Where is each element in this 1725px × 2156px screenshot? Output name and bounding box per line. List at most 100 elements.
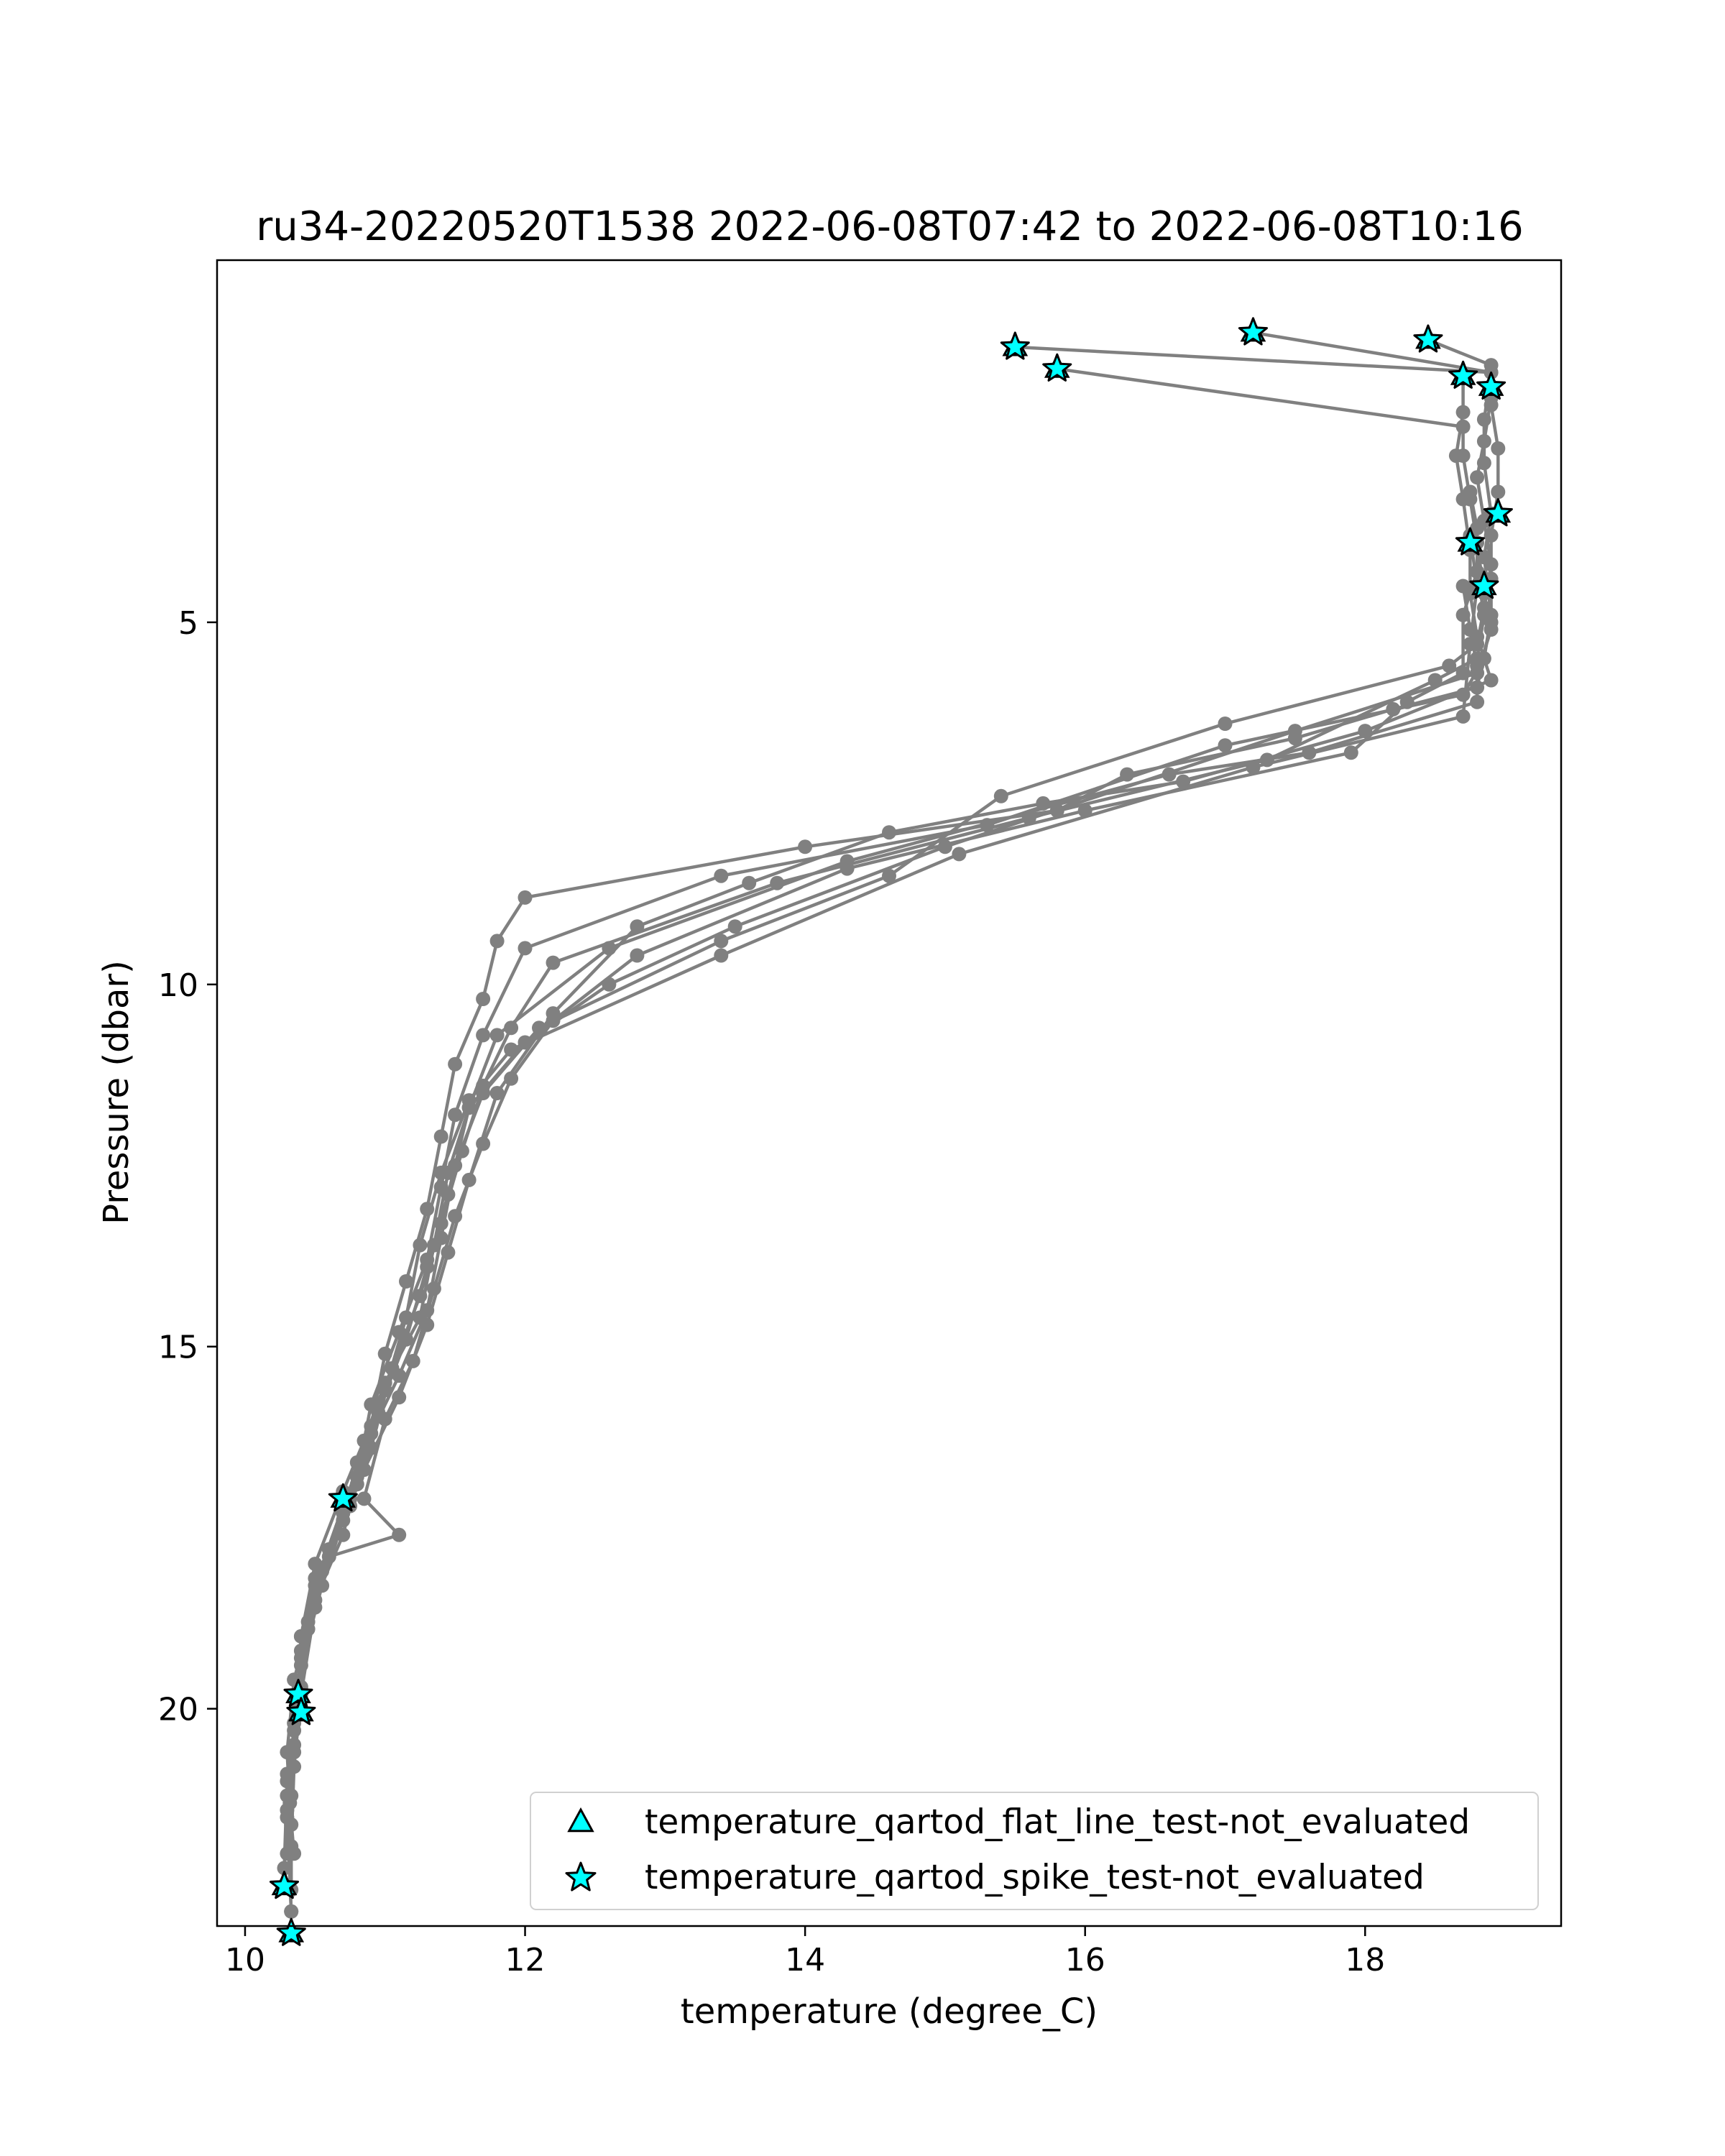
data-point	[1176, 774, 1191, 789]
x-axis-label: temperature (degree_C)	[681, 1991, 1098, 2032]
spike-test-marker	[1448, 360, 1478, 389]
data-point	[336, 1513, 351, 1528]
data-point	[1442, 658, 1457, 673]
data-point	[602, 977, 617, 992]
data-point	[377, 1383, 392, 1398]
legend-entry-flat-line: temperature_qartod_flat_line_test-not_ev…	[645, 1802, 1470, 1842]
data-point	[476, 1136, 491, 1151]
data-point	[1470, 564, 1485, 579]
spike-test-marker	[1042, 353, 1072, 382]
y-tick-label: 5	[178, 605, 198, 642]
data-point	[770, 875, 785, 890]
data-point	[882, 868, 896, 883]
data-point	[277, 1861, 292, 1876]
data-point	[1476, 607, 1491, 622]
data-point	[937, 839, 952, 854]
data-point	[1218, 738, 1233, 753]
data-point	[1491, 484, 1506, 499]
data-point	[504, 1071, 519, 1086]
spike-test-marker	[270, 1871, 299, 1899]
data-point	[364, 1419, 379, 1434]
data-point	[952, 847, 967, 862]
data-point	[1448, 448, 1463, 464]
data-point	[448, 1107, 463, 1123]
legend-triangle-icon	[567, 1807, 594, 1833]
data-point	[1484, 528, 1499, 543]
data-point	[420, 1317, 435, 1332]
data-point	[476, 992, 491, 1006]
data-point	[433, 1165, 448, 1180]
data-point	[287, 1723, 302, 1738]
data-point	[742, 875, 757, 890]
spike-test-marker	[1469, 571, 1499, 599]
data-point	[300, 1614, 316, 1629]
data-point	[461, 1100, 477, 1115]
data-point	[433, 1216, 448, 1231]
data-point	[1455, 709, 1471, 724]
data-point	[349, 1477, 364, 1492]
data-point	[1455, 579, 1471, 594]
legend: temperature_qartod_flat_line_test-not_ev…	[530, 1792, 1539, 1910]
data-point	[399, 1274, 413, 1289]
spike-test-marker	[283, 1679, 313, 1708]
data-point	[1470, 680, 1485, 695]
data-point	[284, 1839, 299, 1854]
data-point	[399, 1332, 413, 1347]
x-tick-label: 12	[505, 1942, 546, 1978]
data-point	[321, 1542, 336, 1557]
legend-star-icon	[565, 1861, 597, 1892]
legend-triangle-icon	[567, 1807, 594, 1833]
x-tick-label: 14	[785, 1942, 825, 1978]
spike-test-marker	[1238, 317, 1268, 346]
data-point	[399, 1310, 413, 1325]
data-point	[280, 1810, 295, 1825]
x-tick-label: 10	[225, 1942, 265, 1978]
data-point	[284, 1904, 299, 1919]
data-point	[1463, 637, 1478, 652]
data-point	[364, 1440, 379, 1455]
data-point	[798, 839, 813, 854]
data-point	[1162, 767, 1177, 782]
data-point	[287, 1759, 302, 1774]
data-point	[371, 1404, 385, 1419]
data-point	[630, 919, 645, 934]
data-point	[441, 1245, 456, 1260]
data-point	[1455, 607, 1471, 622]
data-point	[993, 788, 1008, 803]
data-point	[1287, 731, 1302, 746]
data-point	[1491, 441, 1506, 456]
data-point	[392, 1390, 407, 1405]
data-point	[392, 1527, 407, 1542]
data-point	[426, 1281, 441, 1296]
data-point	[349, 1455, 364, 1470]
data-point	[1077, 803, 1092, 818]
data-point	[546, 955, 561, 970]
x-tick-label: 18	[1345, 1942, 1385, 1978]
data-point	[426, 1238, 441, 1253]
data-point	[1036, 796, 1051, 811]
data-point	[1484, 397, 1499, 413]
data-point	[1399, 694, 1414, 709]
data-point	[385, 1361, 400, 1376]
data-point	[1470, 694, 1485, 709]
data-point	[1455, 419, 1471, 434]
data-point	[1470, 651, 1485, 666]
x-axis-ticks: 10 12 14 16 18	[225, 1926, 1385, 1978]
spike-test-marker	[1455, 527, 1485, 556]
data-point	[504, 1042, 519, 1057]
data-point	[489, 1028, 505, 1043]
data-point	[1476, 456, 1491, 471]
data-point	[1049, 803, 1064, 818]
data-point	[714, 868, 729, 883]
spike-test-marker	[1483, 498, 1513, 527]
data-point	[1358, 724, 1373, 739]
data-point	[420, 1202, 435, 1217]
data-point	[420, 1259, 435, 1274]
spike-test-marker	[286, 1697, 316, 1726]
data-point	[1455, 687, 1471, 702]
data-point	[489, 1086, 505, 1100]
data-point	[1476, 550, 1491, 565]
y-axis-ticks: 5 10 15 20	[158, 605, 217, 1728]
data-point	[980, 818, 995, 833]
